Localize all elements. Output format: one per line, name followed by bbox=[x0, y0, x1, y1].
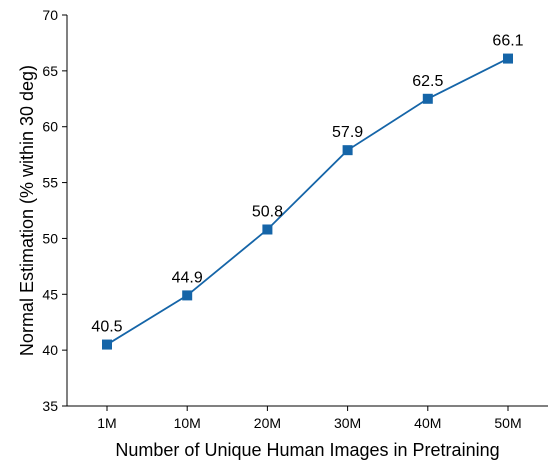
y-axis-ticks: 35 40 45 50 55 60 65 70 bbox=[42, 7, 67, 414]
x-axis-ticks: 1M 10M 20M 30M 40M 50M bbox=[97, 406, 522, 431]
x-tick-label: 50M bbox=[494, 415, 521, 431]
data-points bbox=[102, 53, 513, 350]
data-label: 57.9 bbox=[332, 124, 363, 141]
y-tick-label: 45 bbox=[42, 286, 58, 302]
x-axis-title: Number of Unique Human Images in Pretrai… bbox=[115, 440, 499, 460]
x-tick-label: 30M bbox=[334, 415, 361, 431]
data-point bbox=[503, 53, 513, 64]
series-line bbox=[106, 57, 509, 346]
data-point bbox=[342, 145, 353, 156]
y-tick-label: 70 bbox=[42, 7, 58, 23]
data-labels: 40.5 44.9 50.8 57.9 62.5 66.1 bbox=[91, 33, 523, 336]
y-tick-label: 35 bbox=[42, 398, 58, 414]
y-tick-label: 40 bbox=[42, 342, 58, 358]
data-label: 40.5 bbox=[91, 319, 122, 336]
data-point bbox=[262, 224, 273, 235]
data-label: 44.9 bbox=[172, 269, 203, 286]
y-tick-label: 50 bbox=[42, 230, 58, 246]
data-point bbox=[102, 339, 112, 350]
data-label: 50.8 bbox=[252, 203, 283, 220]
y-tick-label: 55 bbox=[42, 175, 58, 191]
data-point bbox=[422, 93, 433, 104]
y-tick-label: 65 bbox=[42, 63, 58, 79]
data-point bbox=[182, 290, 193, 301]
x-tick-label: 10M bbox=[174, 415, 201, 431]
data-label: 66.1 bbox=[492, 33, 523, 50]
x-tick-label: 20M bbox=[254, 415, 281, 431]
y-tick-label: 60 bbox=[42, 119, 58, 135]
y-axis-title: Normal Estimation (% within 30 deg) bbox=[17, 65, 37, 356]
x-tick-label: 40M bbox=[414, 415, 441, 431]
data-label: 62.5 bbox=[412, 73, 443, 90]
x-tick-label: 1M bbox=[97, 415, 116, 431]
